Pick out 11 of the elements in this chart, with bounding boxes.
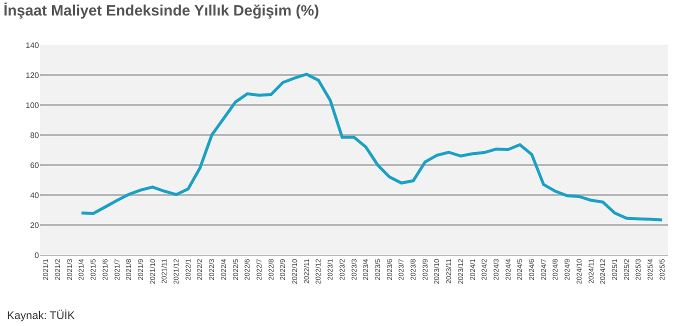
y-tick-label: 120 [26, 70, 40, 80]
chart-title: İnşaat Maliyet Endeksinde Yıllık Değişim (%) [3, 2, 320, 20]
y-tick-label: 20 [30, 220, 40, 230]
y-tick-label: 40 [30, 190, 40, 200]
y-tick-label: 100 [26, 100, 40, 110]
y-tick-label: 80 [30, 130, 40, 140]
y-tick-label: 140 [26, 40, 40, 50]
y-tick-label: 60 [30, 160, 40, 170]
y-tick-label: 0 [34, 250, 40, 260]
text: Kaynak: TÜİK [7, 309, 76, 322]
line-series [80, 72, 664, 222]
